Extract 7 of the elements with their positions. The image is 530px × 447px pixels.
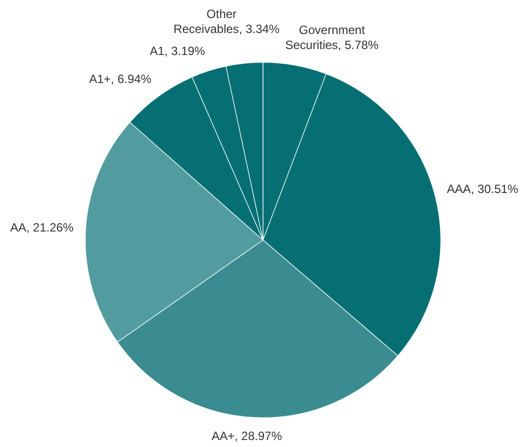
slice-label: A1, 3.19% (150, 44, 206, 60)
slice-label: AA, 21.26% (10, 220, 74, 236)
slice-label: AAA, 30.51% (446, 182, 518, 198)
slice-label: Other Receivables, 3.34% (174, 7, 280, 38)
slice-label: AA+, 28.97% (212, 429, 282, 444)
slice-label: Government Securities, 5.78% (284, 23, 380, 54)
slice-label: A1+, 6.94% (89, 72, 152, 87)
